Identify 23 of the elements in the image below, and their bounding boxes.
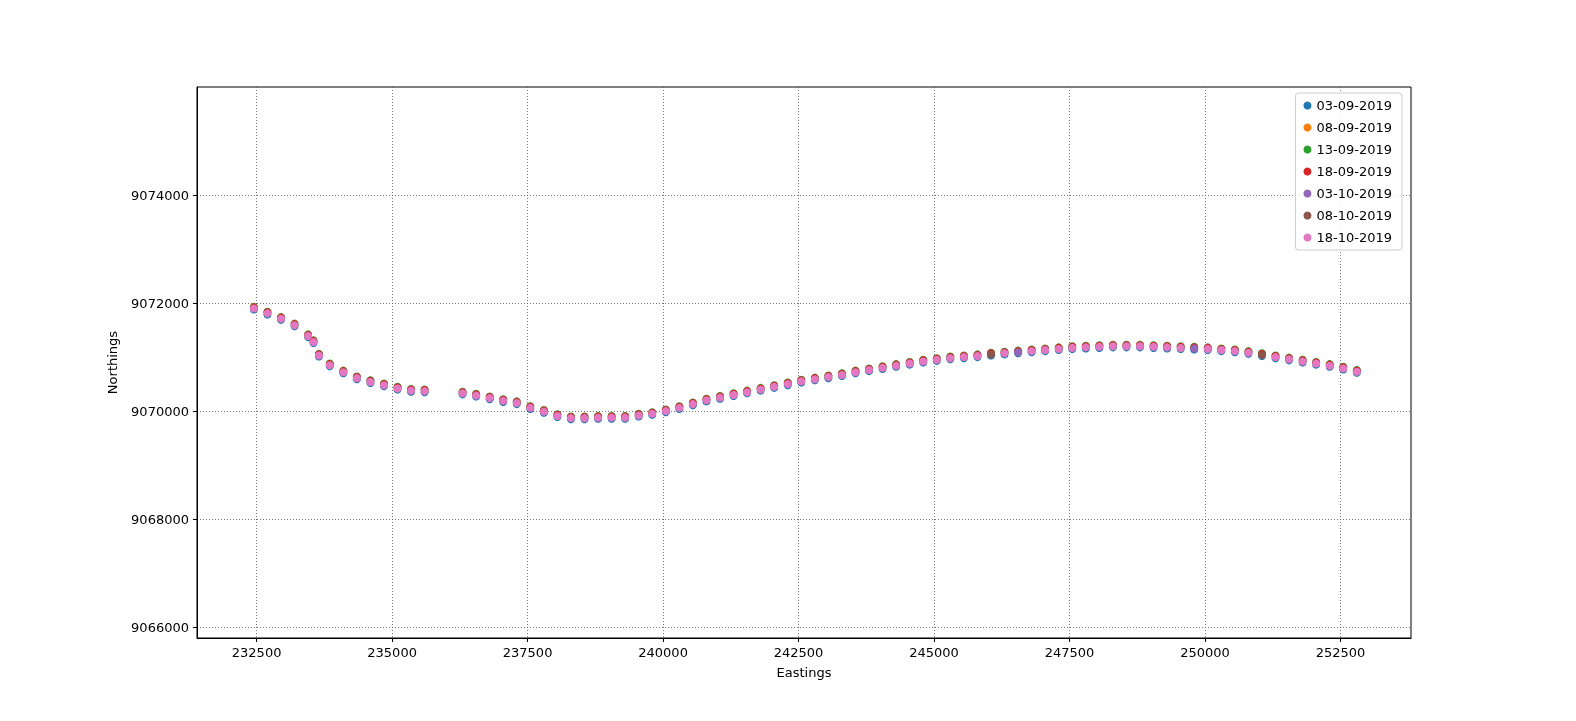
legend-label: 18-10-2019 [1316, 230, 1393, 245]
legend-label: 18-09-2019 [1316, 164, 1393, 179]
y-axis-title: Northings [105, 330, 120, 395]
x-axis-title: Eastings [776, 665, 832, 680]
x-tick-label: 242500 [773, 645, 824, 660]
x-tick-label: 232500 [231, 645, 282, 660]
y-tick-label: 9074000 [131, 187, 189, 203]
legend-label: 08-09-2019 [1316, 120, 1393, 135]
y-tick-label: 9068000 [131, 511, 189, 527]
legend-label: 03-10-2019 [1316, 186, 1393, 201]
x-tick-label: 237500 [502, 645, 553, 660]
x-tick-label: 252500 [1315, 645, 1366, 660]
legend-label: 03-09-2019 [1316, 98, 1393, 113]
y-tick-label: 9072000 [131, 295, 189, 311]
x-tick-label: 245000 [909, 645, 959, 660]
x-tick-label: 250000 [1180, 645, 1230, 660]
y-tick-label: 9066000 [131, 619, 189, 635]
x-tick-label: 247500 [1044, 645, 1095, 660]
y-tick-label: 9070000 [131, 403, 189, 419]
x-tick-label: 235000 [367, 645, 417, 660]
x-tick-label: 240000 [638, 645, 688, 660]
legend-label: 13-09-2019 [1316, 142, 1393, 157]
legend-label: 08-10-2019 [1316, 208, 1393, 223]
